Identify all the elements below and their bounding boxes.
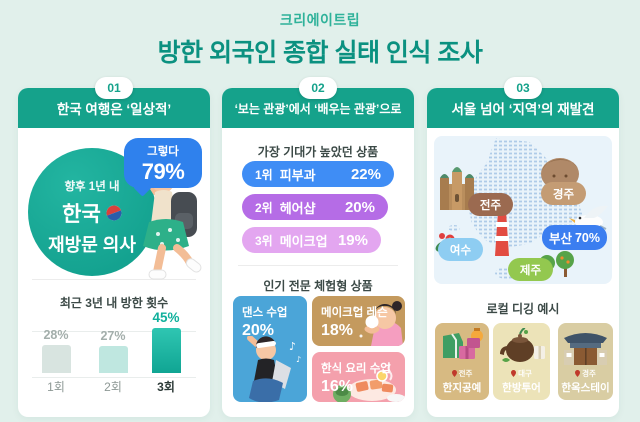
panel3-header: 03 서울 넘어 ‘지역’의 재발견 xyxy=(427,77,619,128)
bar-2 xyxy=(98,346,128,373)
rank-item: 헤어샵 xyxy=(279,200,316,216)
panel-regional-rediscovery: 03 서울 넘어 ‘지역’의 재발견 xyxy=(427,77,619,417)
korea-flag-icon xyxy=(106,205,122,221)
bar-column-2: 27% 2회 xyxy=(93,329,133,395)
rank-item: 피부과 xyxy=(279,167,316,183)
revisit-line2: 한국 xyxy=(28,198,156,228)
map-pill-gyeongju: 경주 xyxy=(541,182,586,205)
local-card-hanji: 전주 한지공예 xyxy=(435,323,489,400)
ranking-pill-2: 2위 헤어샵 20% xyxy=(242,194,388,220)
local-card-hanok: 경주 한옥스테이 xyxy=(558,323,613,400)
svg-text:♪: ♪ xyxy=(296,355,301,364)
panel1-header: 01 한국 여행은 ‘일상적’ xyxy=(18,77,210,128)
panel-korea-travel: 01 한국 여행은 ‘일상적’ 향후 1년 내 한국 재방문 의사 그렇다 79… xyxy=(18,77,210,417)
local-card-label: 한지공예 xyxy=(442,382,482,394)
revisit-line3: 재방문 의사 xyxy=(48,235,136,255)
bar-column-3: 45% 3회 xyxy=(146,310,186,395)
rank-label: 1위 xyxy=(255,167,273,182)
pin-icon xyxy=(575,370,581,377)
page-header: 크리에이트립 방한 외국인 종합 실태 인식 조사 xyxy=(0,10,640,69)
panel2-header: 02 ‘보는 관광’에서 ‘배우는 관광’으로 xyxy=(222,77,414,128)
local-location: 전주 xyxy=(451,368,472,379)
pin-icon xyxy=(511,370,517,377)
panel1-body: 향후 1년 내 한국 재방문 의사 그렇다 79% xyxy=(18,128,210,417)
rank-item: 메이크업 xyxy=(279,233,328,249)
cathedral-icon xyxy=(440,167,474,210)
experience-products-title: 인기 전문 체험형 상품 xyxy=(263,279,373,293)
hanok-illustration xyxy=(562,328,609,366)
makeup-illustration xyxy=(353,301,403,346)
gridline-top xyxy=(32,331,196,332)
gridline-baseline xyxy=(32,377,196,378)
dancer-illustration: ♪ ♪ xyxy=(247,336,301,402)
experience-label: 한식 요리 수업 xyxy=(321,363,391,375)
korea-map: 전주 경주 여수 부산 70% 제주 xyxy=(434,136,612,284)
bar-column-1: 28% 1회 xyxy=(36,328,76,395)
brand-name: 크리에이트립 xyxy=(279,12,361,28)
panel3-title: 서울 넘어 ‘지역’의 재발견 xyxy=(451,102,595,117)
ranking-pill-3: 3위 메이크업 19% xyxy=(242,227,381,253)
experience-value: 20% xyxy=(242,322,275,339)
yes-79-bubble: 그렇다 79% xyxy=(124,138,202,188)
teapot-illustration xyxy=(498,328,546,366)
food-illustration xyxy=(333,363,405,402)
panel3-number-badge: 03 xyxy=(504,77,542,99)
panel1-number-badge: 01 xyxy=(95,77,133,99)
ranking-pill-1: 1위 피부과 22% xyxy=(242,161,394,187)
panel2-title: ‘보는 관광’에서 ‘배우는 관광’으로 xyxy=(234,101,402,116)
page-title: 방한 외국인 종합 실태 인식 조사 xyxy=(157,39,483,67)
experience-label: 메이크업 레슨 xyxy=(321,307,388,319)
bar-3 xyxy=(151,328,181,373)
panel1-divider xyxy=(32,279,196,280)
local-digging-title: 로컬 디깅 예시 xyxy=(486,302,560,316)
rank-label: 2위 xyxy=(255,200,273,215)
bar-value-label: 27% xyxy=(100,329,126,343)
expected-products-title: 가장 기대가 높았던 상품 xyxy=(257,145,379,159)
experience-label: 댄스 수업 xyxy=(242,307,288,319)
local-card-label: 한옥스테이 xyxy=(561,382,610,394)
experience-card-cooking: 한식 요리 수업 16% xyxy=(312,352,405,402)
panel2-body: 가장 기대가 높았던 상품 1위 피부과 22% 2위 헤어샵 20% 3위 메… xyxy=(222,128,414,417)
bar-1 xyxy=(41,345,71,373)
bar-value-label: 28% xyxy=(43,328,69,342)
revisit-line1: 향후 1년 내 xyxy=(64,181,120,193)
rank-label: 3위 xyxy=(255,233,273,248)
panel-learning-tourism: 02 ‘보는 관광’에서 ‘배우는 관광’으로 가장 기대가 높았던 상품 1위… xyxy=(222,77,414,417)
svg-text:♪: ♪ xyxy=(289,340,296,353)
bar-category-label: 3회 xyxy=(157,380,175,394)
bubble-label: 그렇다 xyxy=(147,146,179,158)
map-pill-yeosu: 여수 xyxy=(438,238,483,261)
local-location: 대구 xyxy=(511,368,532,379)
map-pill-busan: 부산 70% xyxy=(542,225,607,250)
visit-count-chart-title: 최근 3년 내 방한 횟수 xyxy=(59,296,169,310)
panel2-number-badge: 02 xyxy=(299,77,337,99)
rank-value: 19% xyxy=(337,231,368,249)
experience-card-dance: 댄스 수업 20% ♪ ♪ xyxy=(233,296,307,402)
visit-count-bar-chart: 28% 1회 27% 2회 45% 3회 xyxy=(32,310,196,403)
local-card-label: 한방투어 xyxy=(502,382,541,394)
experience-card-makeup: 메이크업 레슨 18% xyxy=(312,296,405,346)
experience-value: 18% xyxy=(321,322,354,339)
hanji-craft-illustration xyxy=(439,328,485,366)
rank-value: 22% xyxy=(350,165,381,183)
bar-value-label: 45% xyxy=(152,310,180,325)
panel2-divider xyxy=(238,265,398,266)
bar-category-label: 1회 xyxy=(47,380,65,394)
map-pill-jeju: 제주 xyxy=(508,258,553,281)
experience-value: 16% xyxy=(321,378,354,395)
panel3-body: 전주 경주 여수 부산 70% 제주 로컬 디깅 예시 xyxy=(427,128,619,417)
local-card-hanbang: 대구 한방투어 xyxy=(493,323,550,400)
rank-value: 20% xyxy=(344,198,375,216)
panel1-title: 한국 여행은 ‘일상적’ xyxy=(56,102,172,117)
pin-icon xyxy=(451,370,457,377)
bubble-value: 79% xyxy=(141,159,185,184)
bar-category-label: 2회 xyxy=(104,380,122,394)
local-location: 경주 xyxy=(575,368,596,379)
map-pill-jeonju: 전주 xyxy=(468,193,513,216)
